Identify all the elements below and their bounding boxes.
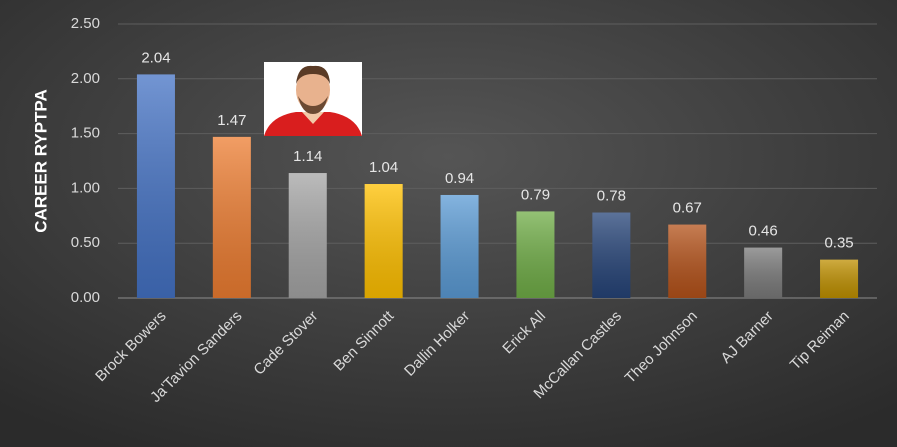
value-label: 1.47 xyxy=(217,112,246,129)
value-label: 0.94 xyxy=(445,170,474,187)
value-label: 1.14 xyxy=(293,148,322,165)
bar-shade xyxy=(288,173,327,298)
y-tick-label: 2.50 xyxy=(71,15,100,32)
value-label: 2.04 xyxy=(141,49,170,66)
value-label: 0.46 xyxy=(749,223,778,240)
y-tick-label: 0.00 xyxy=(71,289,100,306)
value-label: 0.67 xyxy=(673,200,702,217)
bar-shade xyxy=(744,247,783,298)
bar-shade xyxy=(516,211,555,298)
value-label: 0.78 xyxy=(597,187,626,204)
value-label: 0.35 xyxy=(824,235,853,252)
bar-shade xyxy=(440,194,479,298)
bar-shade xyxy=(364,184,403,298)
bar-shade xyxy=(136,74,175,298)
player-photo xyxy=(264,62,362,136)
bar-shade xyxy=(592,212,631,298)
value-label: 1.04 xyxy=(369,159,398,176)
bar-shade xyxy=(212,136,251,298)
bar-shade xyxy=(820,259,859,298)
y-tick-label: 1.00 xyxy=(71,179,100,196)
y-axis-title: CAREER RYPTPA xyxy=(31,89,50,233)
y-tick-label: 2.00 xyxy=(71,70,100,87)
value-label: 0.79 xyxy=(521,186,550,203)
y-tick-label: 1.50 xyxy=(71,125,100,142)
bar-shade xyxy=(668,224,707,298)
y-tick-label: 0.50 xyxy=(71,234,100,251)
